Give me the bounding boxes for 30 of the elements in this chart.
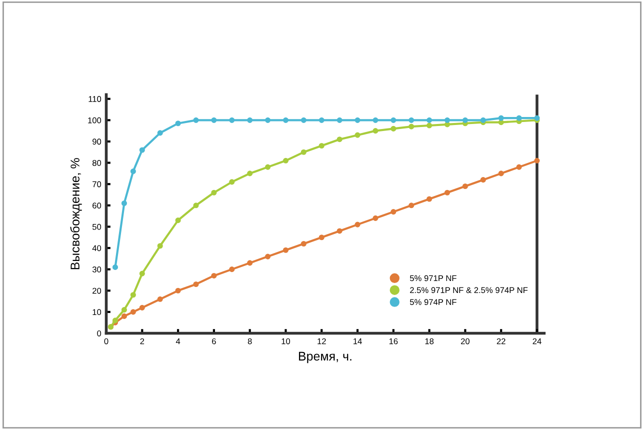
y-axis-title: Высвобождение, % [70, 158, 82, 270]
y-tick-label: 90 [92, 138, 102, 145]
y-tick-label: 20 [92, 288, 102, 294]
y-tick-label: 30 [92, 266, 102, 272]
x-tick-label: 6 [212, 338, 216, 344]
x-tick-label: 0 [104, 338, 108, 344]
x-tick-label: 24 [532, 338, 542, 344]
y-tick-label: 10 [92, 309, 102, 316]
y-tick-label: 80 [92, 160, 102, 166]
y-tick-label: 70 [92, 181, 102, 188]
y-tick-label: 60 [92, 202, 102, 209]
x-tick-label: 8 [248, 338, 252, 344]
y-tick-label: 40 [92, 245, 102, 252]
x-tick-label: 22 [496, 338, 506, 344]
y-tick-label: 50 [92, 224, 102, 230]
x-tick-label: 18 [425, 338, 434, 344]
x-tick-label: 16 [389, 338, 398, 344]
legend-label: 5% 974P NF [410, 299, 456, 306]
x-tick-label: 14 [354, 338, 362, 344]
x-tick-label: 12 [318, 338, 326, 344]
legend-label: 5% 971P NF [410, 275, 456, 282]
legend-label: 2.5% 971P NF & 2.5% 974P NF [410, 287, 528, 294]
x-tick-label: 2 [140, 338, 144, 344]
y-tick-label: 110 [88, 96, 102, 102]
x-tick-label: 4 [176, 338, 180, 344]
y-tick-label: 0 [97, 330, 102, 336]
y-tick-label: 100 [88, 117, 102, 124]
x-axis-title: Время, ч. [298, 352, 352, 364]
x-tick-label: 20 [460, 338, 470, 344]
x-tick-label: 10 [282, 338, 290, 344]
